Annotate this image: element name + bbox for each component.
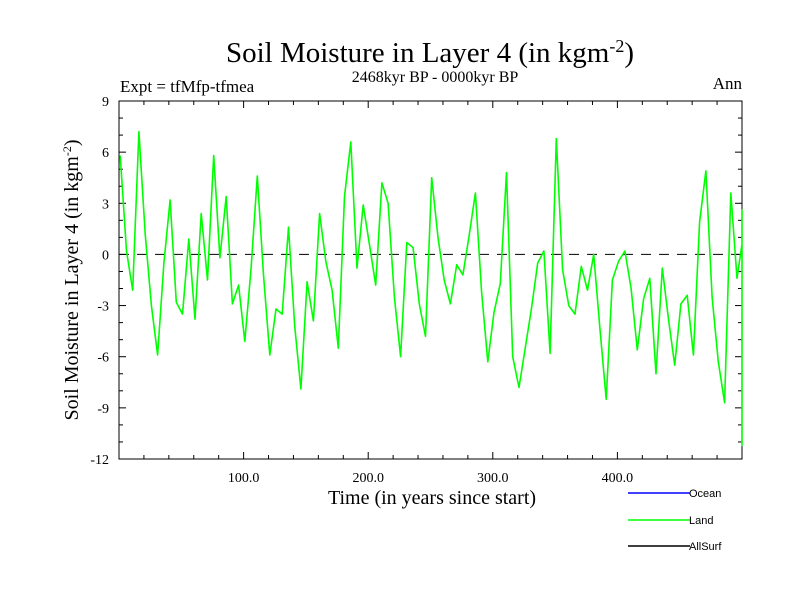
y-axis-label-main: Soil Moisture in Layer 4 (in kgm [61,156,83,421]
season-label: Ann [713,74,743,93]
y-axis-label: Soil Moisture in Layer 4 (in kgm-2) [60,139,83,420]
legend-label: Ocean [689,488,721,500]
y-tick-label: -9 [97,402,109,417]
x-tick-label: 100.0 [228,471,260,486]
experiment-label: Expt = tfMfp-tfmea [120,77,255,96]
y-axis-label-sup: -2 [60,146,74,156]
chart-title-close: ) [624,37,634,69]
y-tick-label: 6 [102,146,109,161]
x-axis-label: Time (in years since start) [328,487,536,509]
y-tick-label: 9 [102,95,109,110]
legend-item-allsurf: AllSurf [628,541,722,553]
y-tick-label: 3 [102,197,109,212]
y-tick-label: -6 [97,351,109,366]
time-range-label: 2468kyr BP - 0000kyr BP [352,69,519,86]
y-axis-label-close: ) [61,139,83,146]
chart-title: Soil Moisture in Layer 4 (in kgm-2) [226,36,634,69]
legend-item-ocean: Ocean [628,488,721,500]
y-tick-label: 0 [102,248,109,263]
legend: Ocean Land AllSurf [628,488,722,553]
y-tick-label: -12 [90,453,109,468]
x-tick-label: 400.0 [602,471,634,486]
chart-title-main: Soil Moisture in Layer 4 (in kgm [226,37,610,69]
legend-label: Land [689,515,713,527]
x-tick-label: 300.0 [477,471,509,486]
axis-ticks: 9 6 3 0 -3 -6 -9 -12 100.0 200.0 300.0 400.0 [90,95,742,486]
x-tick-label: 200.0 [352,471,384,486]
y-tick-label: -3 [97,300,109,315]
legend-label: AllSurf [689,541,722,553]
chart-title-sup: -2 [609,36,624,56]
legend-item-land: Land [628,515,713,527]
series-line-land [119,130,743,447]
